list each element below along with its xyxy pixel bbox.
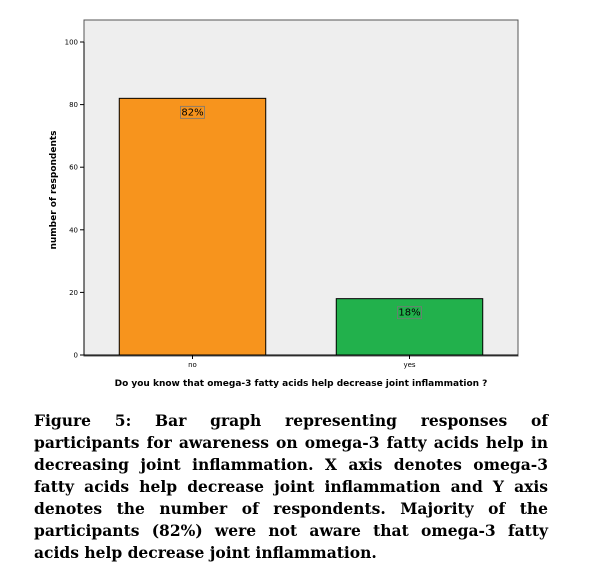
- data-label-box: [180, 105, 205, 119]
- data-label: 18%: [398, 308, 420, 319]
- y-axis-title: number of respondents: [49, 130, 59, 249]
- data-label-box: [397, 306, 422, 320]
- y-tick-label: 60: [69, 164, 78, 172]
- y-axis: 0 20 40 60 80 100: [65, 39, 85, 360]
- y-tick-label: 0: [74, 352, 78, 360]
- x-axis: no yes: [84, 354, 518, 369]
- y-tick-label: 80: [69, 101, 78, 109]
- y-tick-label: 100: [65, 39, 78, 47]
- y-tick-label: 40: [69, 226, 78, 234]
- figure-caption: Figure 5: Bar graph representing respons…: [34, 411, 548, 562]
- bar-no: [118, 97, 267, 356]
- bar-chart: 0 20 40 60 80 100 82% 18% no yes number of resp…: [49, 19, 519, 389]
- y-tick-label: 20: [69, 289, 78, 297]
- x-tick-label: no: [188, 361, 197, 369]
- x-axis-title: Do you know that omega-3 fatty acids hel…: [115, 379, 488, 389]
- x-tick-label: yes: [403, 361, 415, 369]
- bars: 82% 18%: [118, 97, 484, 356]
- data-label: 82%: [181, 107, 203, 118]
